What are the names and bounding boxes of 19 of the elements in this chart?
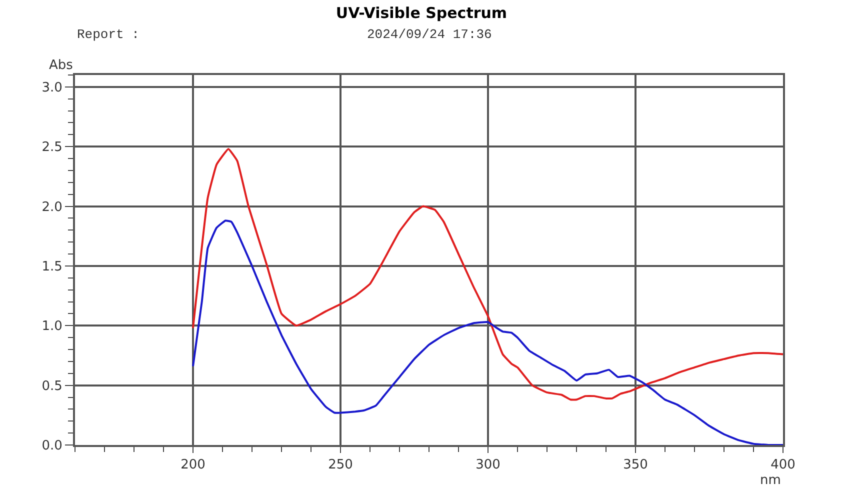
x-tick-label: 200: [180, 458, 206, 473]
chart-title: UV-Visible Spectrum: [336, 4, 508, 22]
y-axis-title: Abs: [49, 58, 74, 73]
line-series: [192, 220, 783, 445]
line-series: [192, 148, 783, 401]
y-tick-label: 3.0: [42, 80, 62, 96]
y-tick-label: 1.5: [42, 260, 62, 275]
x-tick-label: 400: [770, 458, 796, 473]
text: 2024/09/24 17:36: [367, 27, 492, 42]
x-tick-label: 300: [476, 458, 500, 473]
y-tick-label: 1.0: [42, 319, 62, 334]
x-tick-label: 350: [623, 458, 648, 473]
y-tick-label: 2.0: [42, 200, 62, 215]
x-axis-title: nm: [760, 473, 781, 488]
y-tick-label: 2.5: [42, 140, 62, 156]
y-tick-label: 0.5: [42, 378, 62, 394]
text: Report :: [77, 27, 140, 42]
y-tick-label: 0.0: [42, 438, 62, 454]
x-tick-label: 250: [328, 458, 353, 473]
